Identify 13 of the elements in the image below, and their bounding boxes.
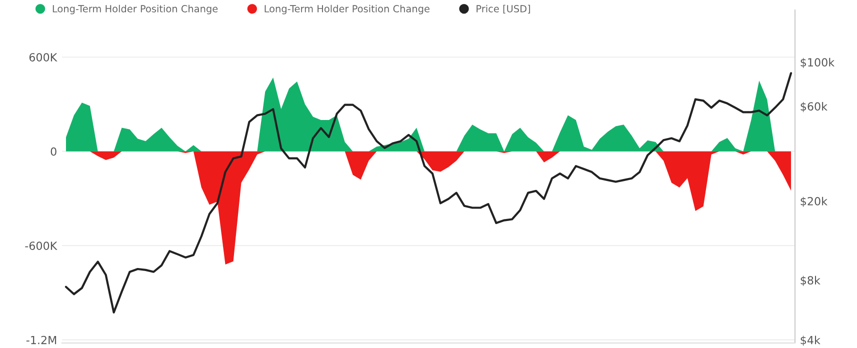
y2-tick-label: $4k: [800, 336, 820, 346]
line-series: [64, 72, 792, 314]
y2-tick-label: $20k: [800, 196, 828, 207]
legend-label: Long-Term Holder Position Change: [52, 4, 218, 14]
legend-label: Long-Term Holder Position Change: [264, 4, 430, 14]
y-tick-label: 600K: [29, 53, 58, 62]
legend-label: Price [USD]: [476, 4, 530, 14]
y-tick-label: 0: [50, 147, 56, 156]
y-tick-label: -1.2M: [26, 336, 56, 344]
y-tick-label: -600K: [25, 242, 58, 250]
y2-tick-label: $60k: [800, 102, 828, 112]
y2-tick-label: $8k: [800, 276, 820, 286]
y2-tick-label: $100k: [800, 58, 835, 68]
